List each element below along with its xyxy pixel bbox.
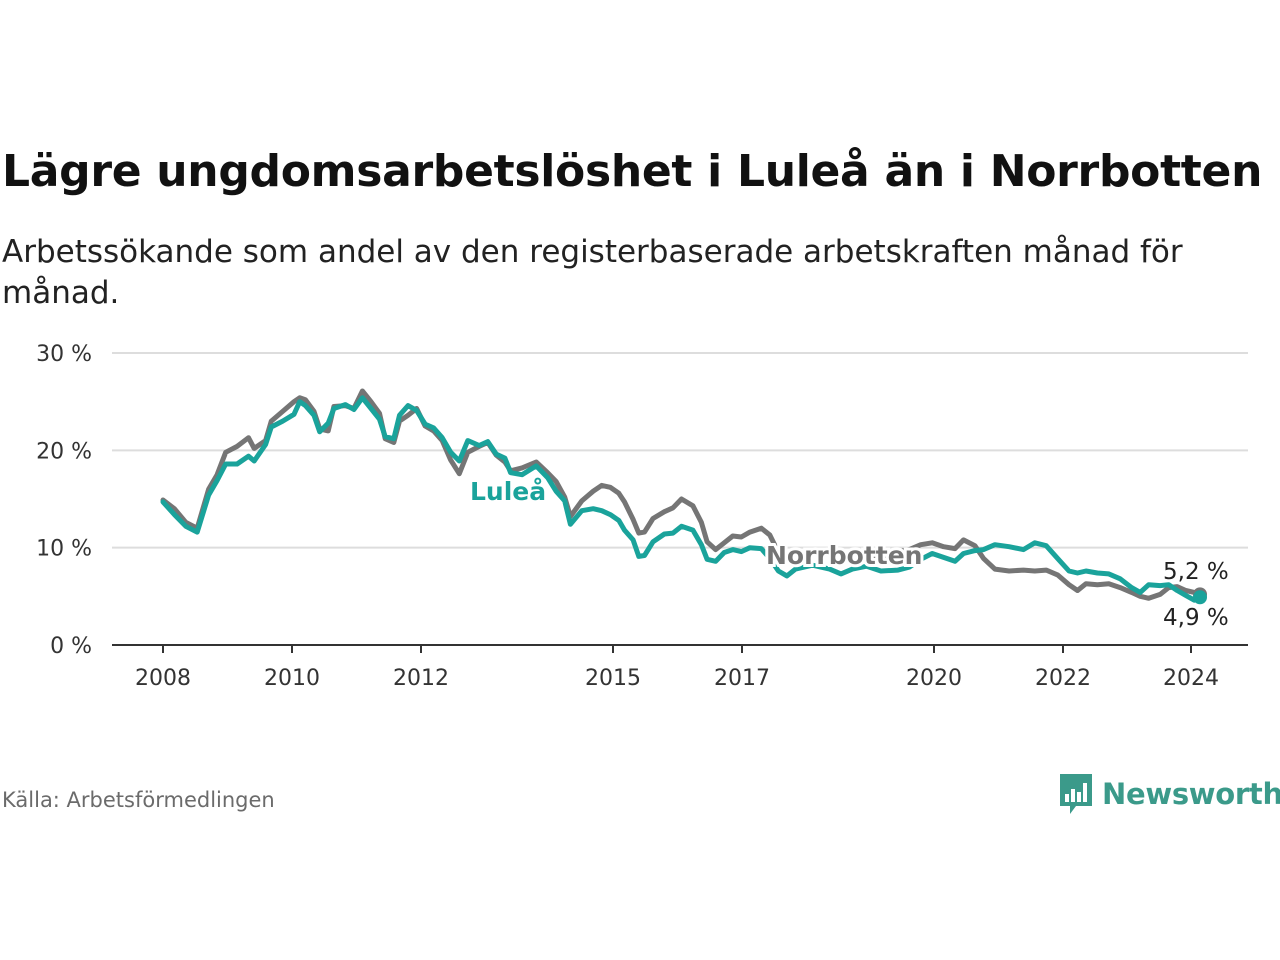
x-tick-label-2015: 2015 [585, 666, 641, 691]
gridlines [112, 352, 1248, 549]
x-tick-label-2022: 2022 [1035, 666, 1091, 691]
x-tick-label-2008: 2008 [135, 666, 191, 691]
y-tick-label-30: 30 % [36, 342, 92, 367]
series-labels: Luleå Norrbotten 5,2 % 4,9 % [467, 474, 1231, 634]
source-note: Källa: Arbetsförmedlingen [2, 788, 275, 812]
x-tick-label-2024: 2024 [1163, 666, 1219, 691]
y-axis-ticks: 0 % 10 % 20 % 30 % [36, 342, 92, 659]
chart-subtitle: Arbetssökande som andel av den registerb… [2, 234, 1183, 311]
chart-title: Lägre ungdomsarbetslöshet i Luleå än i N… [2, 146, 1263, 197]
y-tick-label-20: 20 % [36, 439, 92, 464]
y-tick-label-10: 10 % [36, 537, 92, 562]
series-lines [160, 388, 1207, 605]
y-tick-label-0: 0 % [50, 634, 92, 659]
series-line-norrbotten [160, 388, 1203, 601]
x-tick-label-2012: 2012 [393, 666, 449, 691]
brand-name: Newsworthy [1102, 777, 1280, 811]
x-axis: 2008 2010 2012 2015 2017 2020 2022 2024 [112, 644, 1248, 691]
end-point-lulea [1193, 590, 1207, 605]
bar-chart-icon [1060, 774, 1092, 814]
end-label-lulea: 4,9 % [1163, 605, 1229, 631]
x-tick-label-2010: 2010 [264, 666, 320, 691]
end-label-norrbotten: 5,2 % [1163, 559, 1229, 585]
series-label-lulea: Luleå [470, 477, 546, 506]
x-tick-label-2017: 2017 [714, 666, 770, 691]
newsworthy-logo[interactable]: Newsworthy [1058, 772, 1280, 816]
series-label-norrbotten: Norrbotten [766, 541, 922, 570]
series-line-lulea [160, 395, 1203, 603]
x-tick-label-2020: 2020 [906, 666, 962, 691]
